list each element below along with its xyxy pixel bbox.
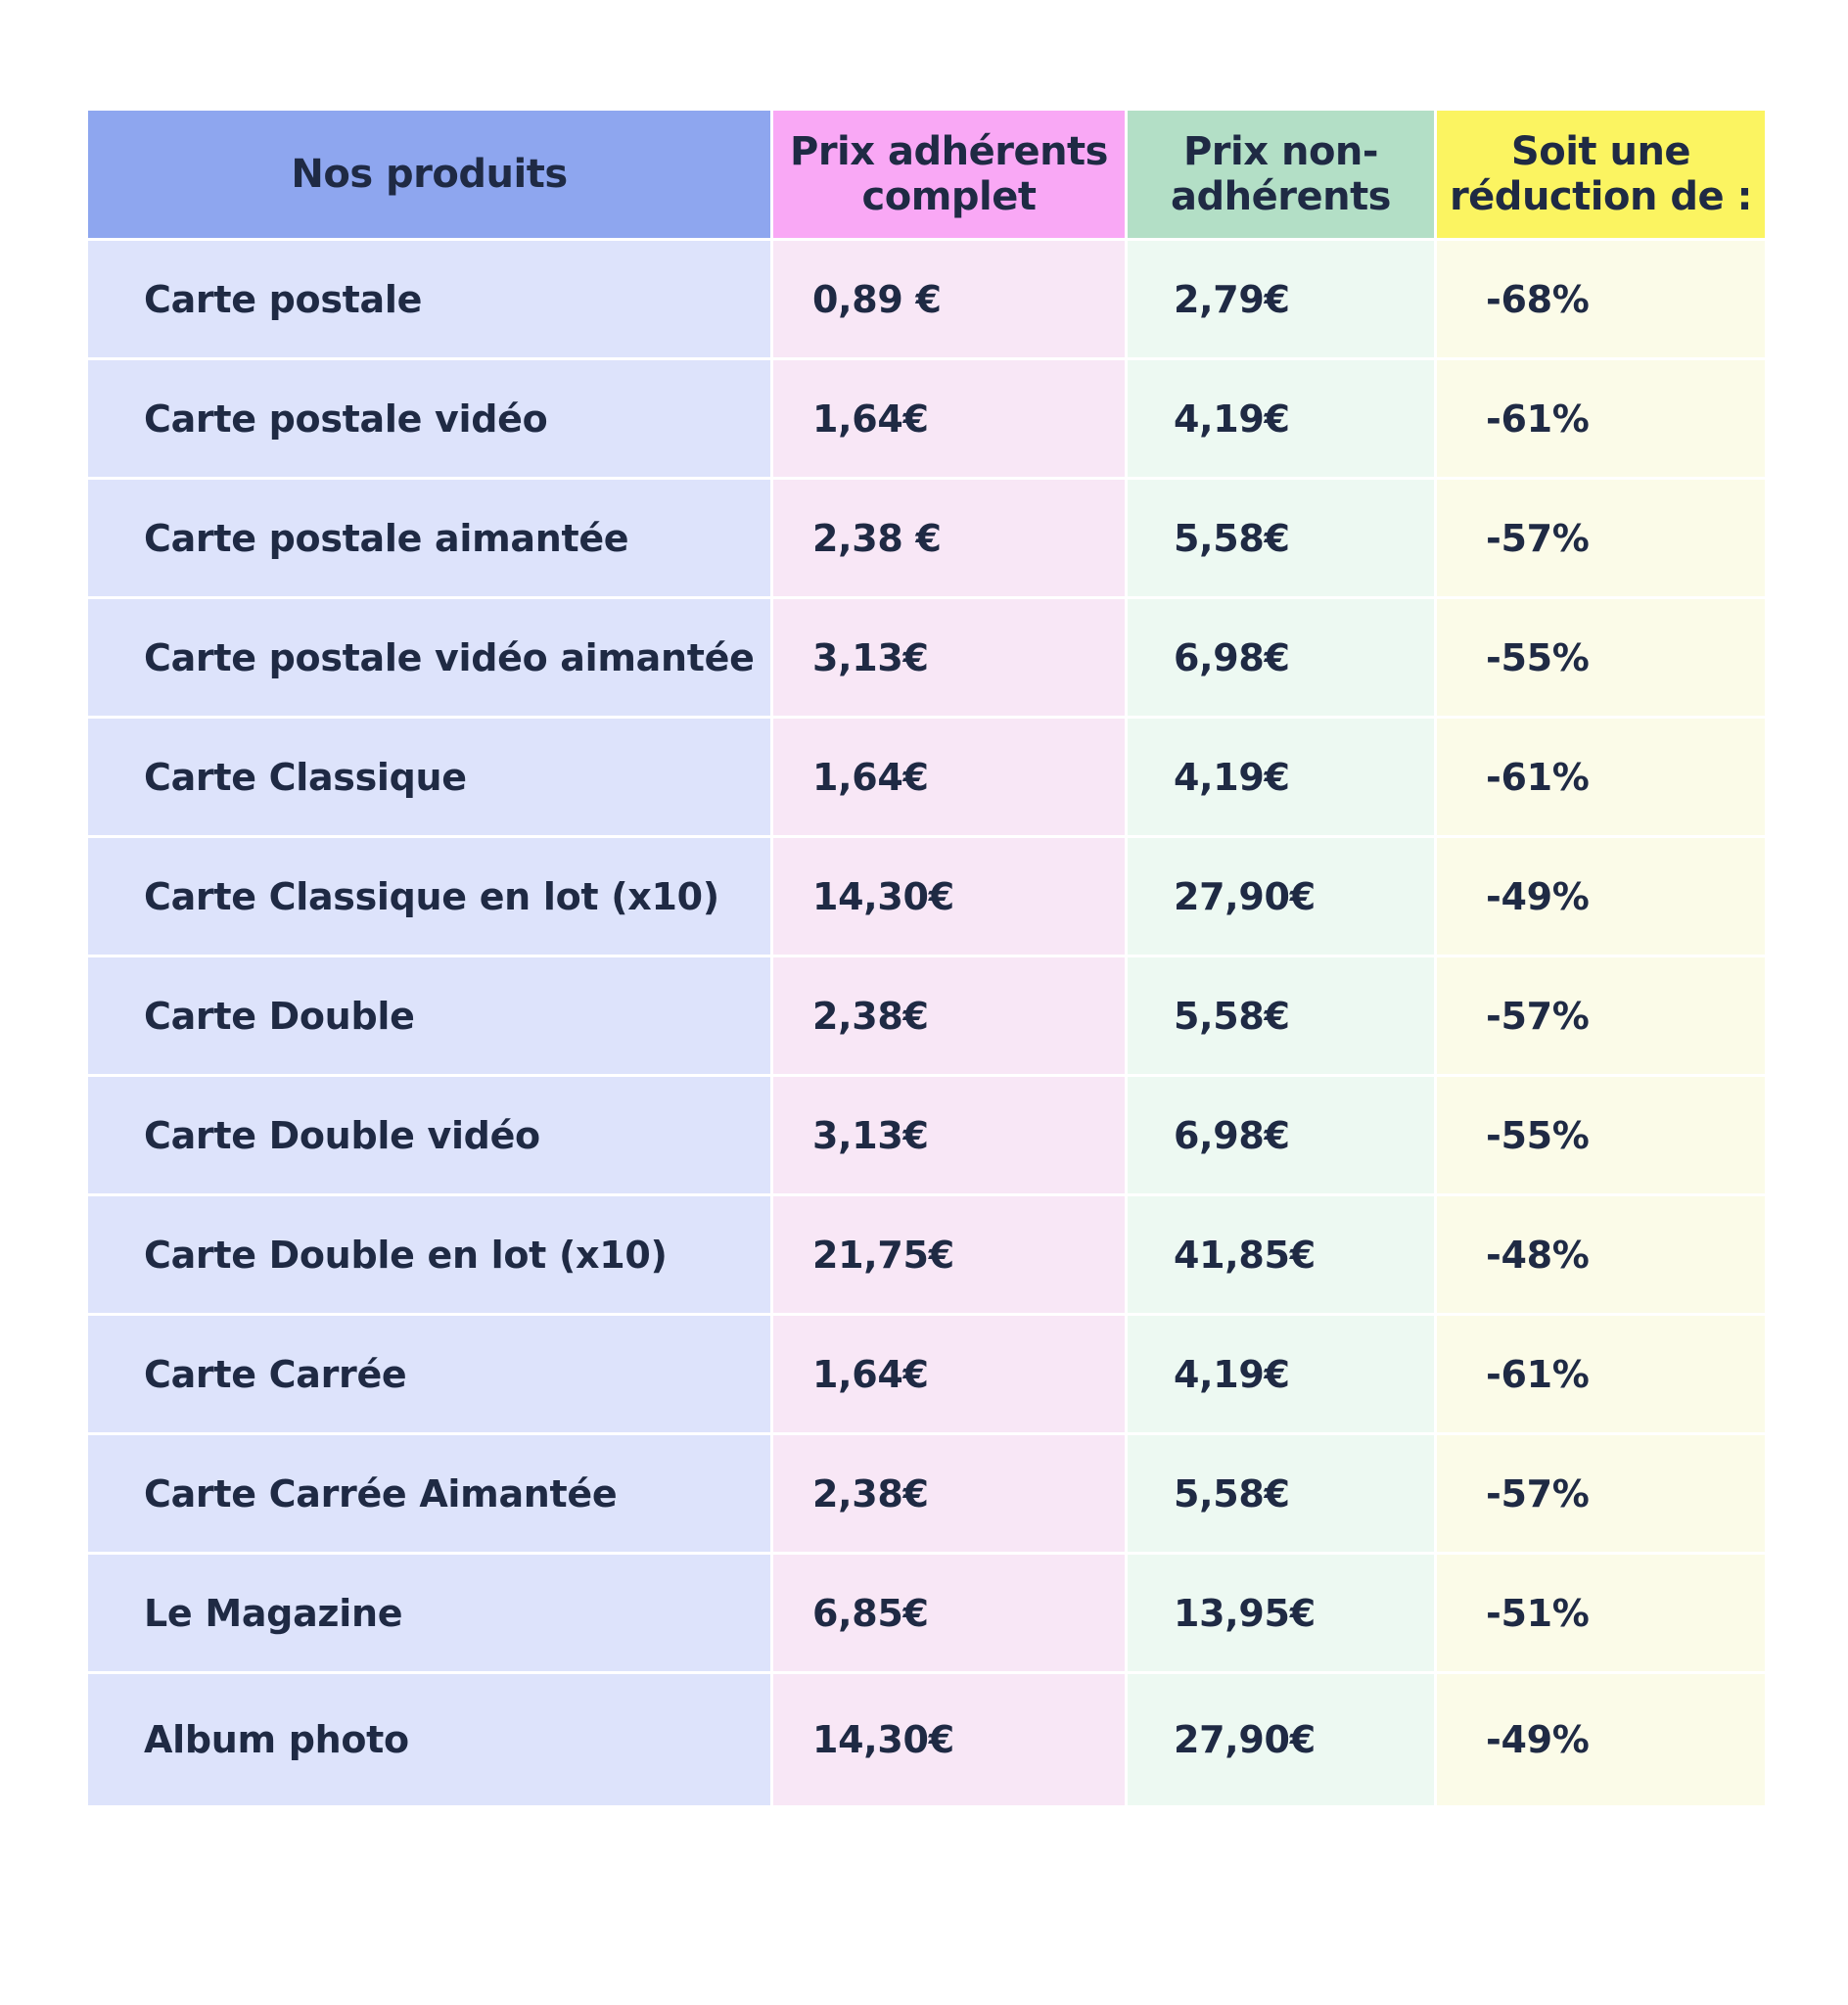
non-member-price: 6,98€: [1125, 599, 1434, 719]
non-member-price: 13,95€: [1125, 1555, 1434, 1674]
reduction: -51%: [1434, 1555, 1765, 1674]
reduction: -49%: [1434, 1674, 1765, 1805]
table-body: Carte postale 0,89 € 2,79€ -68% Carte po…: [88, 241, 1765, 1805]
table-row: Carte postale aimantée 2,38 € 5,58€ -57%: [88, 480, 1765, 599]
table-row: Carte Carrée Aimantée 2,38€ 5,58€ -57%: [88, 1435, 1765, 1555]
product-name: Carte Double: [88, 957, 770, 1077]
table-row: Carte Classique en lot (x10) 14,30€ 27,9…: [88, 838, 1765, 957]
table-row: Carte postale vidéo aimantée 3,13€ 6,98€…: [88, 599, 1765, 719]
product-name: Carte Double en lot (x10): [88, 1196, 770, 1316]
member-price: 3,13€: [770, 599, 1125, 719]
non-member-price: 27,90€: [1125, 1674, 1434, 1805]
member-price: 14,30€: [770, 1674, 1125, 1805]
member-price: 0,89 €: [770, 241, 1125, 360]
product-name: Carte postale vidéo: [88, 360, 770, 480]
reduction: -61%: [1434, 719, 1765, 838]
product-name: Carte postale: [88, 241, 770, 360]
table-row: Carte Carrée 1,64€ 4,19€ -61%: [88, 1316, 1765, 1435]
member-price: 2,38 €: [770, 480, 1125, 599]
non-member-price: 5,58€: [1125, 957, 1434, 1077]
table-row: Carte postale vidéo 1,64€ 4,19€ -61%: [88, 360, 1765, 480]
reduction: -57%: [1434, 957, 1765, 1077]
table-row: Carte Double en lot (x10) 21,75€ 41,85€ …: [88, 1196, 1765, 1316]
non-member-price: 27,90€: [1125, 838, 1434, 957]
member-price: 2,38€: [770, 957, 1125, 1077]
reduction: -48%: [1434, 1196, 1765, 1316]
table-header: Nos produits Prix adhérents complet Prix…: [88, 111, 1765, 241]
reduction: -55%: [1434, 599, 1765, 719]
non-member-price: 2,79€: [1125, 241, 1434, 360]
header-member-price: Prix adhérents complet: [770, 111, 1125, 241]
table-row: Carte Classique 1,64€ 4,19€ -61%: [88, 719, 1765, 838]
product-name: Carte Carrée Aimantée: [88, 1435, 770, 1555]
product-name: Carte postale vidéo aimantée: [88, 599, 770, 719]
member-price: 6,85€: [770, 1555, 1125, 1674]
non-member-price: 4,19€: [1125, 1316, 1434, 1435]
member-price: 2,38€: [770, 1435, 1125, 1555]
product-name: Le Magazine: [88, 1555, 770, 1674]
non-member-price: 4,19€: [1125, 360, 1434, 480]
header-non-member-price: Prix non-adhérents: [1125, 111, 1434, 241]
reduction: -61%: [1434, 360, 1765, 480]
reduction: -55%: [1434, 1077, 1765, 1196]
header-products: Nos produits: [88, 111, 770, 241]
pricing-table: Nos produits Prix adhérents complet Prix…: [88, 111, 1765, 1805]
non-member-price: 6,98€: [1125, 1077, 1434, 1196]
table-row: Carte postale 0,89 € 2,79€ -68%: [88, 241, 1765, 360]
product-name: Carte Carrée: [88, 1316, 770, 1435]
non-member-price: 4,19€: [1125, 719, 1434, 838]
member-price: 21,75€: [770, 1196, 1125, 1316]
member-price: 1,64€: [770, 719, 1125, 838]
table-row: Carte Double vidéo 3,13€ 6,98€ -55%: [88, 1077, 1765, 1196]
member-price: 3,13€: [770, 1077, 1125, 1196]
product-name: Carte Double vidéo: [88, 1077, 770, 1196]
non-member-price: 5,58€: [1125, 1435, 1434, 1555]
reduction: -57%: [1434, 480, 1765, 599]
reduction: -68%: [1434, 241, 1765, 360]
non-member-price: 5,58€: [1125, 480, 1434, 599]
table-row: Le Magazine 6,85€ 13,95€ -51%: [88, 1555, 1765, 1674]
header-row: Nos produits Prix adhérents complet Prix…: [88, 111, 1765, 241]
table-row: Album photo 14,30€ 27,90€ -49%: [88, 1674, 1765, 1805]
non-member-price: 41,85€: [1125, 1196, 1434, 1316]
member-price: 1,64€: [770, 1316, 1125, 1435]
product-name: Carte Classique: [88, 719, 770, 838]
product-name: Album photo: [88, 1674, 770, 1805]
member-price: 14,30€: [770, 838, 1125, 957]
reduction: -61%: [1434, 1316, 1765, 1435]
reduction: -49%: [1434, 838, 1765, 957]
table-row: Carte Double 2,38€ 5,58€ -57%: [88, 957, 1765, 1077]
product-name: Carte postale aimantée: [88, 480, 770, 599]
reduction: -57%: [1434, 1435, 1765, 1555]
product-name: Carte Classique en lot (x10): [88, 838, 770, 957]
member-price: 1,64€: [770, 360, 1125, 480]
header-reduction: Soit une réduction de :: [1434, 111, 1765, 241]
